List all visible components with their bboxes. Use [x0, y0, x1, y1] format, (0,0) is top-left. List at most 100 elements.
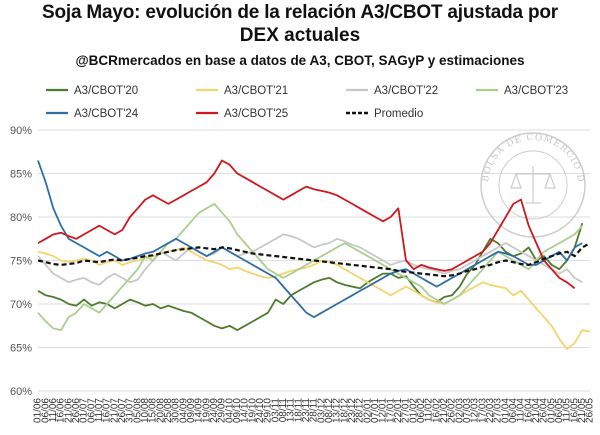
- x-tick-label: 10/08: [140, 398, 151, 423]
- x-tick-label: 24/10: [255, 398, 266, 423]
- x-tick-label: 01/07: [79, 398, 90, 423]
- x-tick-label: 08/11: [278, 398, 289, 423]
- x-tick-label: 13/11: [286, 398, 297, 423]
- x-tick-label: 23/12: [347, 398, 358, 423]
- x-tick-label: 25/08: [163, 398, 174, 423]
- x-tick-label: 16/06: [56, 398, 67, 423]
- x-tick-label: 26/05: [585, 398, 596, 423]
- legend-label: Promedio: [374, 108, 423, 120]
- y-tick-label: 80%: [10, 212, 32, 224]
- x-tick-label: 09/09: [186, 398, 197, 423]
- x-tick-label: 26/02: [447, 398, 458, 423]
- x-tick-label: 08/12: [324, 398, 335, 423]
- x-tick-label: 17/01: [385, 398, 396, 423]
- legend-label: A3/CBOT'25: [224, 108, 288, 120]
- x-tick-label: 20/08: [155, 398, 166, 423]
- x-tick-label: 31/07: [125, 398, 136, 423]
- x-tick-label: 19/10: [247, 398, 258, 423]
- x-tick-label: 01/06: [33, 398, 44, 423]
- x-tick-label: 22/01: [393, 398, 404, 423]
- x-tick-label: 26/06: [71, 398, 82, 423]
- y-tick-label: 85%: [10, 169, 32, 181]
- legend-label: A3/CBOT'20: [74, 85, 138, 97]
- legend-label: A3/CBOT'22: [374, 85, 438, 97]
- series-line: [37, 246, 591, 351]
- x-tick-label: 27/01: [401, 398, 412, 423]
- x-tick-label: 01/04: [500, 398, 511, 423]
- x-tick-label: 18/12: [339, 398, 350, 423]
- x-tick-label: 26/07: [117, 398, 128, 423]
- legend-label: A3/CBOT'24: [74, 108, 139, 120]
- x-tick-label: 21/05: [577, 398, 588, 423]
- x-tick-label: 06/05: [554, 398, 565, 423]
- y-tick-label: 75%: [10, 256, 32, 268]
- x-tick-label: 17/03: [477, 398, 488, 423]
- y-tick-label: 65%: [10, 343, 32, 355]
- x-tick-label: 11/02: [424, 398, 435, 423]
- x-tick-label: 11/07: [94, 398, 105, 423]
- x-tick-label: 14/09: [194, 398, 205, 423]
- x-tick-label: 19/09: [201, 398, 212, 423]
- x-tick-label: 16/07: [102, 398, 113, 423]
- x-tick-label: 06/04: [508, 398, 519, 423]
- x-tick-label: 13/12: [332, 398, 343, 423]
- y-tick-label: 70%: [10, 299, 32, 311]
- x-tick-label: 06/07: [86, 398, 97, 423]
- x-tick-label: 27/03: [493, 398, 504, 423]
- x-tick-label: 22/03: [485, 398, 496, 423]
- x-tick-label: 28/11: [309, 398, 320, 423]
- series-line: [37, 160, 583, 318]
- x-tick-label: 01/02: [408, 398, 419, 423]
- x-tick-label: 06/02: [416, 398, 427, 423]
- x-tick-label: 03/12: [316, 398, 327, 423]
- x-tick-label: 02/03: [454, 398, 465, 423]
- x-tick-label: 02/01: [362, 398, 373, 423]
- x-tick-label: 14/10: [240, 398, 251, 423]
- x-tick-label: 12/01: [378, 398, 389, 423]
- y-tick-label: 90%: [10, 125, 32, 137]
- x-tick-label: 28/12: [355, 398, 366, 423]
- x-tick-label: 29/10: [263, 398, 274, 423]
- legend: A3/CBOT'20 A3/CBOT'21 A3/CBOT'22 A3/CBOT'23…: [46, 85, 568, 120]
- series-line: [37, 242, 591, 278]
- x-tick-label: 15/08: [148, 398, 159, 423]
- x-tick-label: 30/08: [171, 398, 182, 423]
- x-tick-label: 11/06: [48, 398, 59, 423]
- x-tick-label: 12/03: [470, 398, 481, 423]
- legend-label: A3/CBOT'21: [224, 85, 288, 97]
- series-line: [37, 159, 576, 290]
- x-tick-label: 04/09: [178, 398, 189, 423]
- chart-title: Soja Mayo: evolución de la relación A3/C…: [42, 2, 558, 23]
- x-tick-label: 26/04: [539, 398, 550, 423]
- chart-title-line2: DEX actuales: [239, 25, 361, 46]
- x-tick-label: 11/04: [516, 398, 527, 423]
- x-tick-label: 05/08: [132, 398, 143, 423]
- x-tick-label: 07/03: [462, 398, 473, 423]
- legend-label: A3/CBOT'23: [504, 85, 568, 97]
- chart-subtitle: @BCRmercados en base a datos de A3, CBOT…: [75, 53, 525, 68]
- series-layer: [37, 159, 591, 351]
- x-tick-label: 18/11: [293, 398, 304, 423]
- x-tick-label: 21/04: [531, 398, 542, 423]
- x-tick-label: 24/09: [209, 398, 220, 423]
- x-tick-label: 29/09: [217, 398, 228, 423]
- x-tick-label: 04/10: [224, 398, 235, 423]
- x-tick-label: 21/06: [63, 398, 74, 423]
- series-line: [37, 203, 583, 331]
- x-tick-label: 23/11: [301, 398, 312, 423]
- x-tick-label: 21/07: [109, 398, 120, 423]
- x-tick-label: 09/10: [232, 398, 243, 423]
- x-tick-label: 16/05: [569, 398, 580, 423]
- x-tick-label: 16/02: [431, 398, 442, 423]
- x-axis: 01/0606/0611/0616/0621/0626/0601/0706/07…: [33, 398, 596, 423]
- seal-inner-ring: [498, 150, 568, 220]
- x-tick-label: 03/11: [270, 398, 281, 423]
- x-tick-label: 01/05: [546, 398, 557, 423]
- x-tick-label: 11/05: [562, 398, 573, 423]
- x-tick-label: 16/04: [523, 398, 534, 423]
- series-line: [37, 233, 583, 286]
- scales-icon: [510, 166, 556, 204]
- x-tick-label: 21/02: [439, 398, 450, 423]
- x-tick-label: 06/06: [40, 398, 51, 423]
